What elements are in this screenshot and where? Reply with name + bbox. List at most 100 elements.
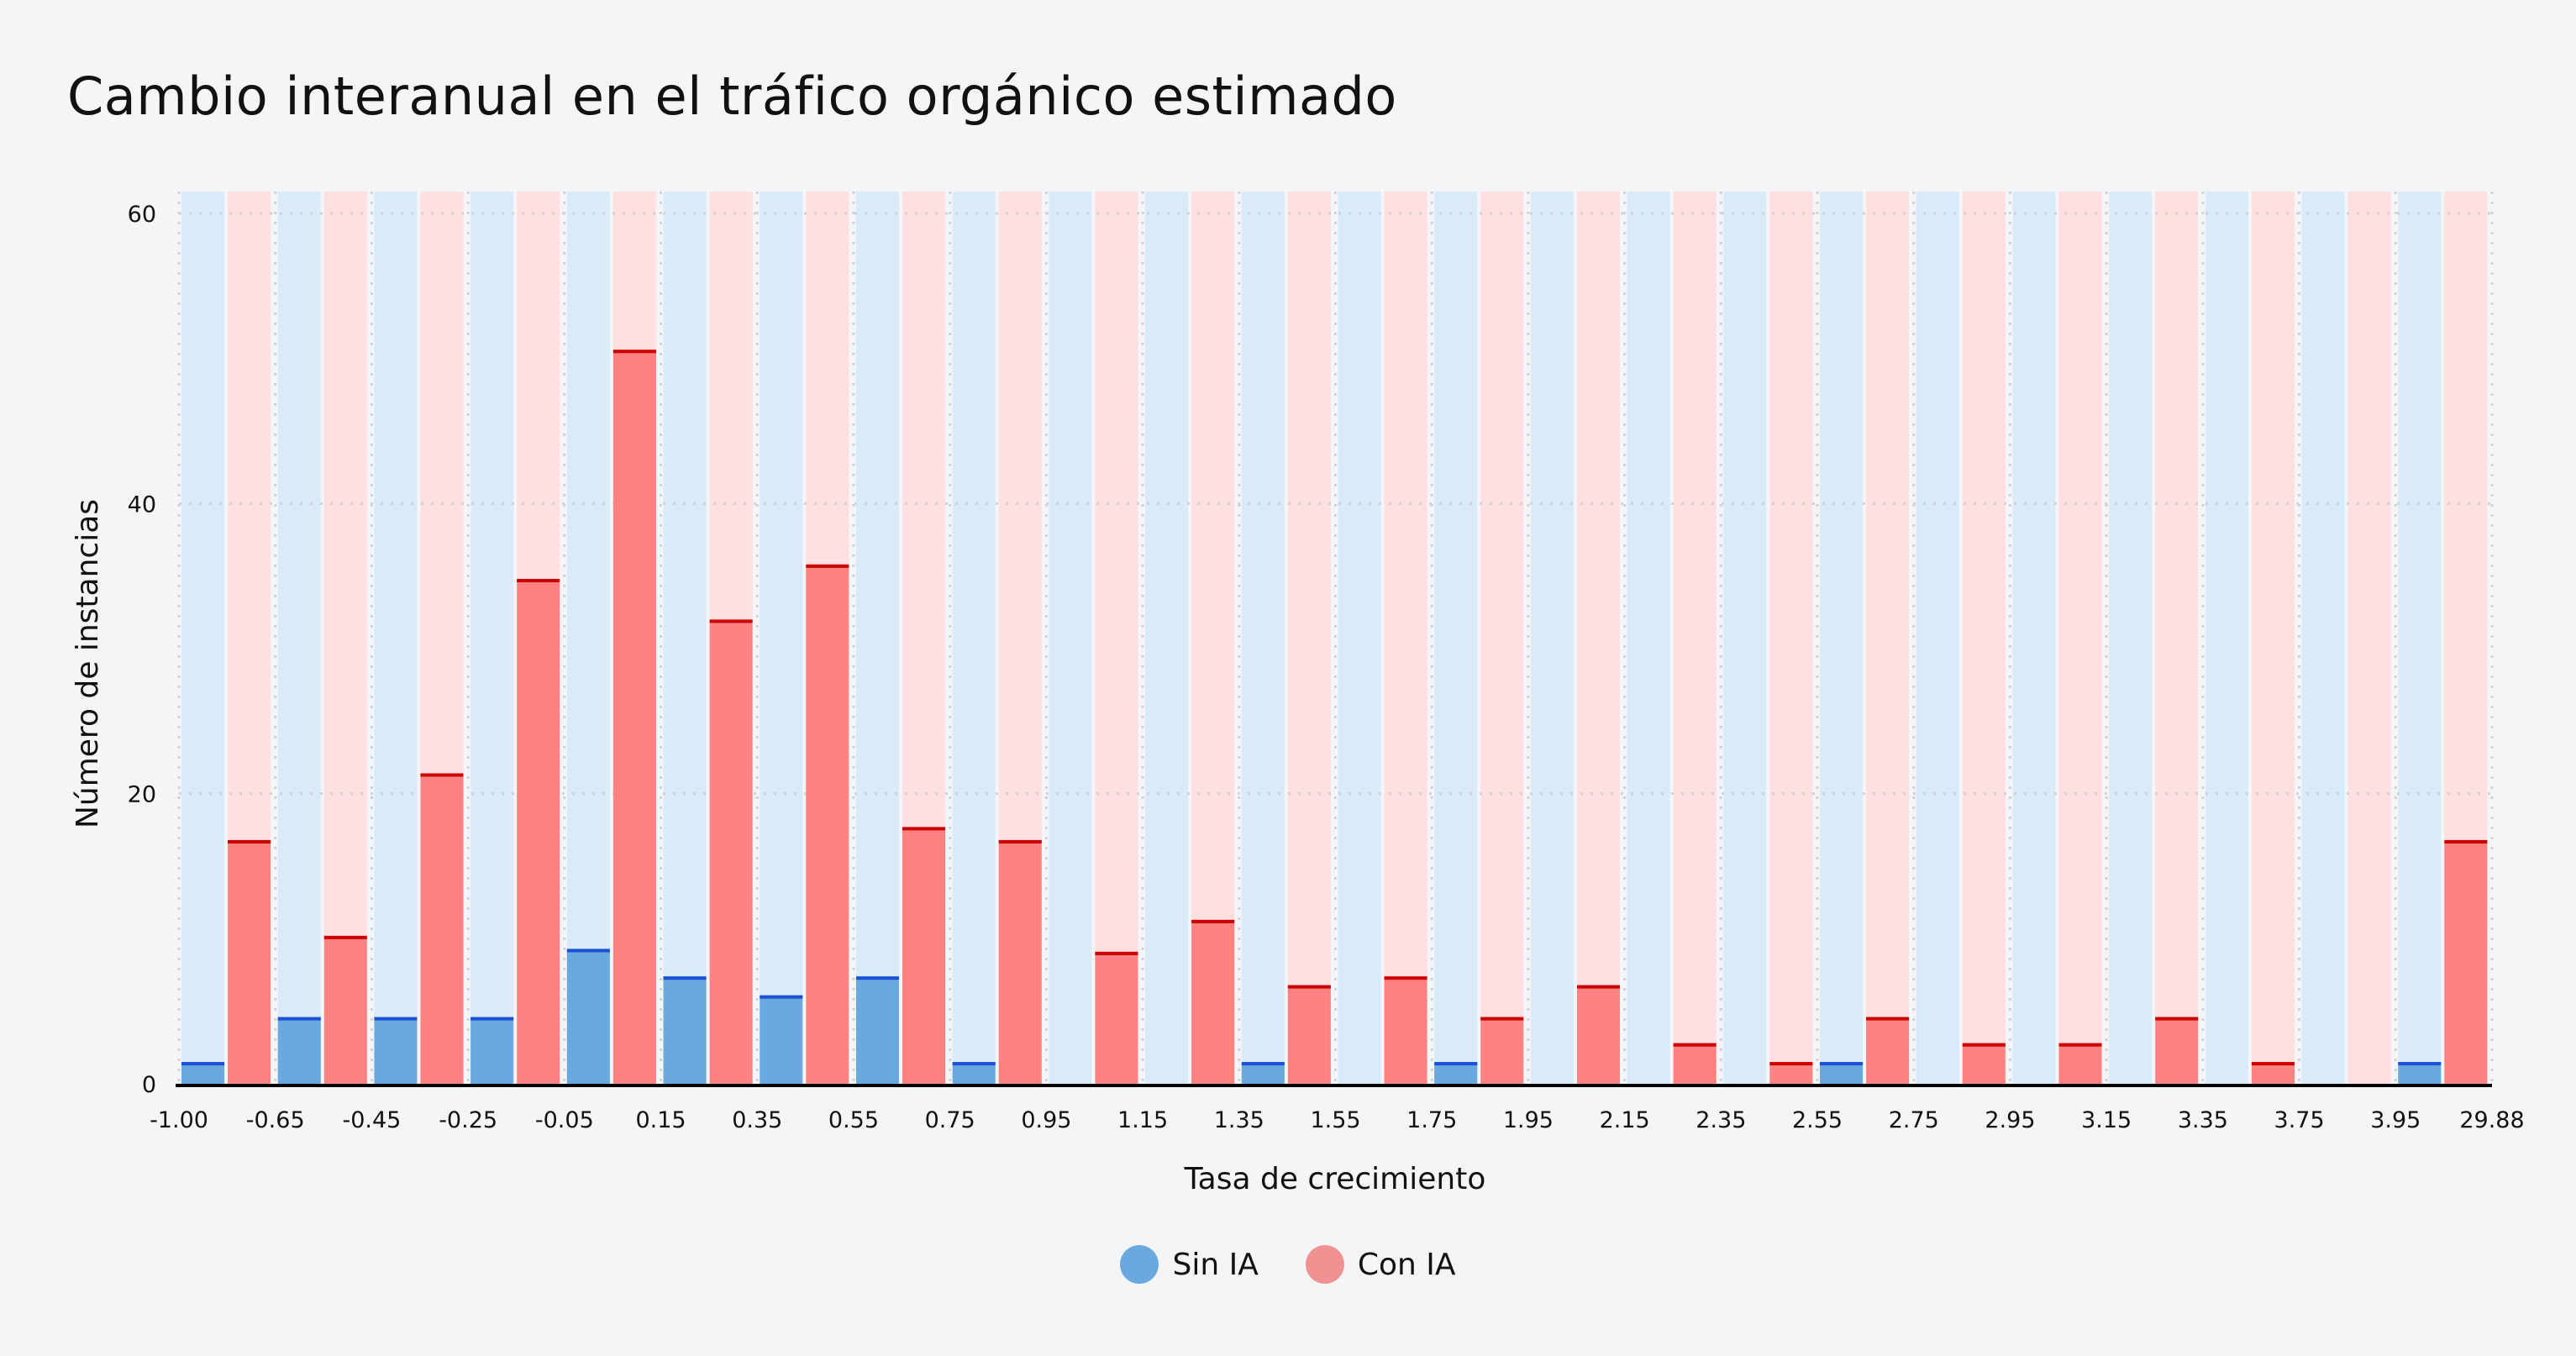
bar-background <box>1480 192 1524 1084</box>
bar-top-edge <box>663 976 707 980</box>
bar-con-ia <box>1480 1017 1524 1084</box>
bar-top-edge <box>806 564 849 568</box>
bar-background <box>1820 192 1864 1084</box>
x-tick-label: 3.75 <box>2274 1107 2325 1133</box>
bar-top-edge <box>1576 985 1621 989</box>
bar-con-ia <box>709 619 753 1084</box>
bar-con-ia <box>2251 1062 2295 1084</box>
bar-top-edge <box>855 976 900 980</box>
chart-title: Cambio interanual en el tráfico orgánico… <box>67 66 1397 127</box>
x-tick-label: 1.95 <box>1503 1107 1553 1133</box>
bar-background <box>277 192 321 1084</box>
bar-background <box>1916 192 1959 1084</box>
bar-background <box>2205 192 2248 1084</box>
bar-sin-ia <box>471 1017 514 1084</box>
bar-background <box>1338 192 1381 1084</box>
bar-top-edge <box>374 1017 418 1021</box>
bar-background <box>1287 192 1331 1084</box>
bar-sin-ia <box>1820 1062 1864 1084</box>
bar-top-edge <box>2251 1062 2295 1066</box>
bar-con-ia <box>228 839 271 1084</box>
bar-con-ia <box>1769 1062 1813 1084</box>
bar-top-edge <box>1866 1017 1910 1021</box>
bar-background <box>1866 192 1910 1084</box>
bar-sin-ia <box>181 1062 225 1084</box>
bar-background <box>1049 192 1092 1084</box>
bar-top-edge <box>1241 1062 1285 1066</box>
x-tick-label: 1.55 <box>1310 1107 1360 1133</box>
bar-top-edge <box>2058 1043 2102 1047</box>
bar-top-edge <box>998 839 1042 844</box>
bar-con-ia <box>2155 1017 2199 1084</box>
bar-sin-ia <box>2398 1062 2442 1084</box>
axes: -1.00 -0.65 -0.45 -0.25 -0.05 0.15 0.35 0.55 0.7… <box>128 202 2525 1133</box>
bar-top-edge <box>902 827 946 831</box>
bar-sin-ia <box>1434 1062 1478 1084</box>
bar-top-edge <box>1769 1062 1813 1066</box>
bar-con-ia <box>1095 951 1138 1084</box>
bar-top-edge <box>1384 976 1427 980</box>
bar-background <box>2301 192 2345 1084</box>
x-tick-label: -0.05 <box>535 1107 594 1133</box>
x-tick-label: 0.55 <box>828 1107 879 1133</box>
legend-label-sin-ia: Sin IA <box>1172 1247 1259 1282</box>
legend-item-con-ia[interactable]: Con IA <box>1305 1245 1456 1284</box>
bar-sin-ia <box>952 1062 996 1084</box>
bar-sin-ia <box>1241 1062 1285 1084</box>
bar-background <box>1627 192 1670 1084</box>
gridlines <box>177 192 2494 1084</box>
bar-con-ia <box>323 935 367 1084</box>
x-tick-label: 3.95 <box>2370 1107 2421 1133</box>
x-tick-label: 2.95 <box>1985 1107 2035 1133</box>
bar-background <box>181 192 225 1084</box>
bar-top-edge <box>1820 1062 1864 1066</box>
bar-top-edge <box>1480 1017 1524 1021</box>
bar-background <box>760 192 803 1084</box>
y-tick-label: 0 <box>142 1072 156 1098</box>
x-tick-label: 2.15 <box>1600 1107 1650 1133</box>
legend-label-con-ia: Con IA <box>1357 1247 1456 1282</box>
x-tick-label: 2.75 <box>1889 1107 1939 1133</box>
bar-background <box>1962 192 2006 1084</box>
x-tick-label: 3.15 <box>2081 1107 2132 1133</box>
bar-top-edge <box>1095 951 1138 955</box>
x-tick-label: 1.75 <box>1406 1107 1457 1133</box>
bar-background <box>2012 192 2056 1084</box>
bar-background <box>663 192 707 1084</box>
bar-top-edge <box>323 935 367 939</box>
x-tick-label: -1.00 <box>150 1107 208 1133</box>
legend-item-sin-ia[interactable]: Sin IA <box>1120 1245 1259 1284</box>
bar-background <box>1384 192 1427 1084</box>
bar-con-ia <box>902 827 946 1084</box>
x-tick-label: -0.45 <box>342 1107 401 1133</box>
bar-background <box>323 192 367 1084</box>
bar-top-edge <box>277 1017 321 1021</box>
bar-top-edge <box>1434 1062 1478 1066</box>
bar-top-edge <box>1673 1043 1716 1047</box>
y-tick-label: 60 <box>128 202 156 228</box>
bar-sin-ia <box>760 995 803 1084</box>
bar-con-ia <box>2444 839 2488 1084</box>
bar-background <box>1145 192 1189 1084</box>
bar-background <box>2347 192 2391 1084</box>
bar-top-edge <box>1191 919 1235 923</box>
bar-top-edge <box>2444 839 2488 844</box>
bar-background <box>1434 192 1478 1084</box>
bar-con-ia <box>612 350 656 1085</box>
bar-sin-ia <box>566 949 610 1084</box>
x-tick-label: 2.35 <box>1695 1107 1746 1133</box>
bar-sin-ia <box>855 976 900 1084</box>
bar-con-ia <box>420 773 464 1084</box>
bar-con-ia <box>1287 985 1331 1084</box>
bar-sin-ia <box>277 1017 321 1084</box>
bar-sin-ia <box>374 1017 418 1084</box>
bar-background <box>2155 192 2199 1084</box>
bar-background <box>2058 192 2102 1084</box>
x-tick-label: 1.15 <box>1117 1107 1168 1133</box>
bar-con-ia <box>1673 1043 1716 1084</box>
bar-con-ia <box>998 839 1042 1084</box>
bar-top-edge <box>952 1062 996 1066</box>
bar-background <box>1241 192 1285 1084</box>
bars <box>181 350 2488 1085</box>
